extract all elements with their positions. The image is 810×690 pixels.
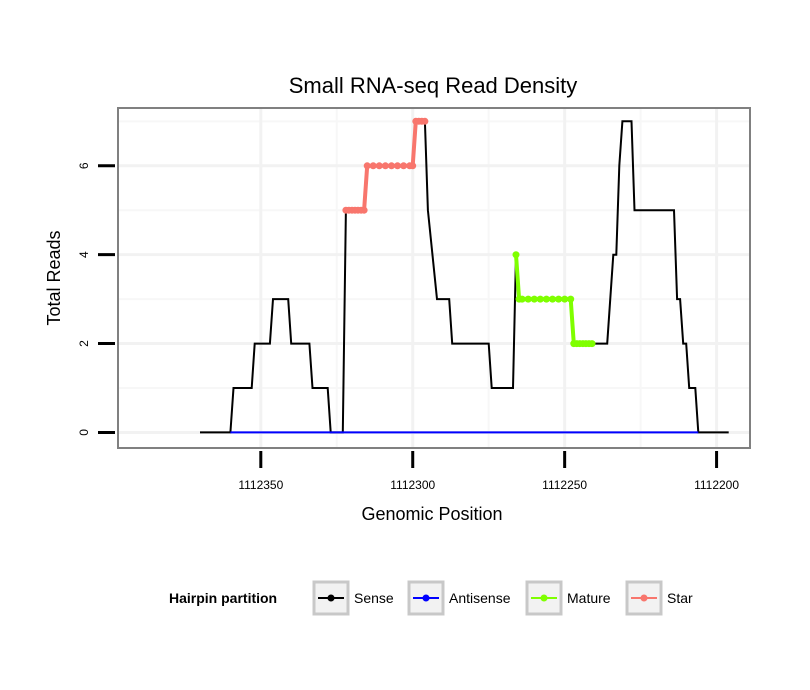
x-tick-label: 1112350 [238,478,283,492]
data-point [555,295,563,303]
legend-entry-sense: Sense [312,580,394,616]
panel-border [117,107,751,449]
x-axis-label: Genomic Position [361,504,502,524]
data-point [542,295,550,303]
y-axis-label: Total Reads [44,230,64,325]
legend-label: Star [667,590,693,606]
legend-key-point [422,594,430,602]
data-point [409,162,417,170]
y-tick-label: 6 [77,162,91,169]
legend-key-point [540,594,548,602]
series-layer [200,117,729,434]
legend-entry-antisense: Antisense [407,580,511,616]
data-point [524,295,532,303]
legend-label: Sense [354,590,394,606]
data-point [363,162,371,170]
legend-key-point [640,594,648,602]
legend-entry-star: Star [625,580,693,616]
data-point [394,162,401,170]
x-tick-label: 1112200 [694,478,739,492]
data-point [588,340,596,348]
x-axis: 1112350 1112300 1112250 1112200 [238,451,739,492]
x-tick-label: 1112250 [542,478,587,492]
data-point [400,162,408,170]
data-point [421,117,429,125]
data-point [536,295,544,303]
legend-title: Hairpin partition [169,590,277,606]
data-point [518,295,526,303]
data-point [567,295,575,303]
grid [118,108,750,448]
data-point [388,162,395,170]
legend-entry-mature: Mature [525,580,611,616]
legend-label: Mature [567,590,611,606]
y-tick-label: 0 [77,429,91,436]
data-point [512,251,520,259]
data-point [369,162,377,170]
y-axis: 0 2 4 6 [77,162,115,436]
data-point [549,295,556,303]
data-point [561,295,569,303]
data-point [381,162,389,170]
data-point [360,206,368,214]
data-point [375,162,383,170]
legend-key-point [327,594,335,602]
x-tick-label: 1112300 [390,478,435,492]
legend-label: Antisense [449,590,511,606]
series-sense [200,120,729,434]
data-point [530,295,538,303]
series-star [342,117,429,214]
series-mature [512,251,596,348]
legend: Hairpin partition Sense Antisense Mature St… [169,580,693,616]
series-line [200,120,729,434]
y-tick-label: 2 [77,340,91,347]
chart-title: Small RNA-seq Read Density [289,73,578,98]
y-tick-label: 4 [77,251,91,258]
